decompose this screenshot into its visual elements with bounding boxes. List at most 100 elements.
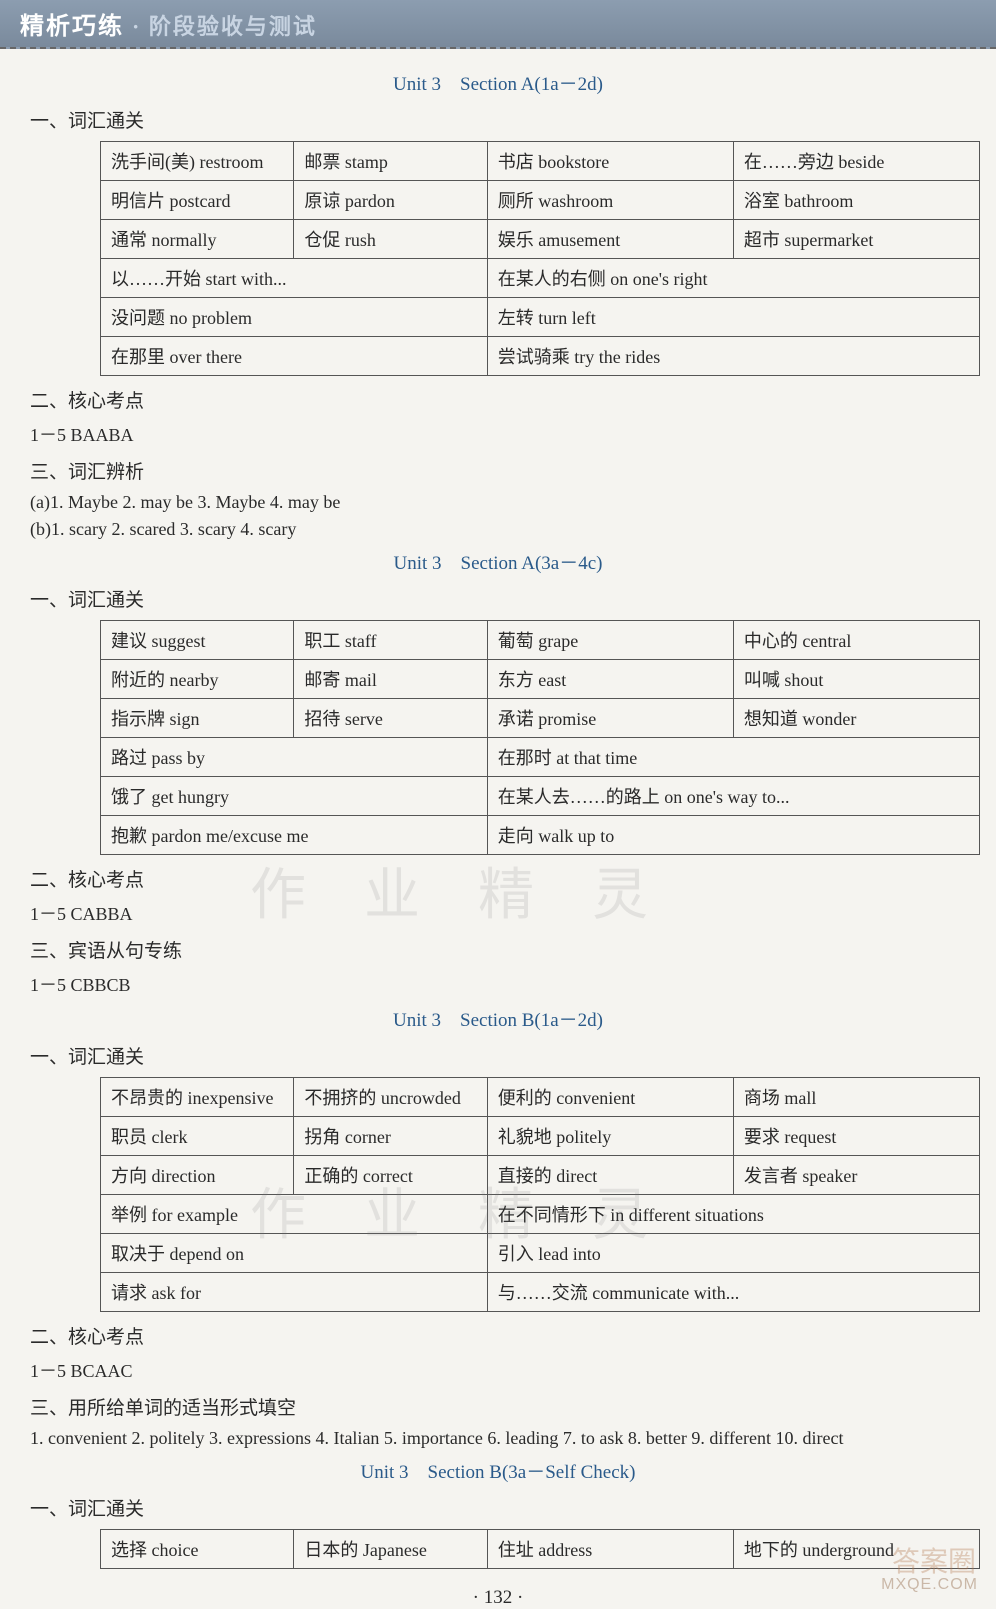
vocab-cell: 在那里 over there — [101, 337, 488, 376]
vocab-cell: 洗手间(美) restroom — [101, 142, 294, 181]
vocab-cell: 职员 clerk — [101, 1117, 294, 1156]
table-row: 取决于 depend on引入 lead into — [101, 1234, 980, 1273]
table-row: 附近的 nearby邮寄 mail东方 east叫喊 shout — [101, 660, 980, 699]
vocab-cell: 东方 east — [487, 660, 733, 699]
block-heading: 三、宾语从句专练 — [30, 936, 966, 963]
vocab-cell: 厕所 washroom — [487, 181, 733, 220]
vocab-cell: 附近的 nearby — [101, 660, 294, 699]
vocab-cell: 方向 direction — [101, 1156, 294, 1195]
block-heading: 二、核心考点 — [30, 1322, 966, 1349]
vocab-cell: 举例 for example — [101, 1195, 488, 1234]
answer-line: 1－5 BCAAC — [30, 1357, 966, 1383]
vocab-cell: 便利的 convenient — [487, 1078, 733, 1117]
vocab-cell: 走向 walk up to — [487, 816, 979, 855]
table-row: 职员 clerk拐角 corner礼貌地 politely要求 request — [101, 1117, 980, 1156]
unit-section-title: Unit 3 Section B(3a－Self Check) — [30, 1457, 966, 1484]
table-row: 不昂贵的 inexpensive不拥挤的 uncrowded便利的 conven… — [101, 1078, 980, 1117]
vocab-cell: 仓促 rush — [294, 220, 487, 259]
vocab-cell: 叫喊 shout — [733, 660, 979, 699]
vocab-cell: 招待 serve — [294, 699, 487, 738]
vocab-cell: 正确的 correct — [294, 1156, 487, 1195]
vocab-cell: 在……旁边 beside — [733, 142, 979, 181]
block-heading: 三、词汇辨析 — [30, 457, 966, 484]
vocab-cell: 商场 mall — [733, 1078, 979, 1117]
vocab-cell: 引入 lead into — [487, 1234, 979, 1273]
block-heading: 三、用所给单词的适当形式填空 — [30, 1393, 966, 1420]
vocab-cell: 不拥挤的 uncrowded — [294, 1078, 487, 1117]
vocab-table: 不昂贵的 inexpensive不拥挤的 uncrowded便利的 conven… — [100, 1077, 980, 1312]
vocab-cell: 日本的 Japanese — [294, 1530, 487, 1569]
vocab-cell: 选择 choice — [101, 1530, 294, 1569]
vocab-cell: 在某人去……的路上 on one's way to... — [487, 777, 979, 816]
table-row: 洗手间(美) restroom邮票 stamp书店 bookstore在……旁边… — [101, 142, 980, 181]
answer-line: 1. convenient 2. politely 3. expressions… — [30, 1428, 966, 1449]
answer-line: (a)1. Maybe 2. may be 3. Maybe 4. may be — [30, 492, 966, 513]
vocab-cell: 在那时 at that time — [487, 738, 979, 777]
table-row: 没问题 no problem左转 turn left — [101, 298, 980, 337]
block-heading: 一、词汇通关 — [30, 585, 966, 612]
vocab-cell: 指示牌 sign — [101, 699, 294, 738]
vocab-cell: 以……开始 start with... — [101, 259, 488, 298]
block-heading: 一、词汇通关 — [30, 1494, 966, 1521]
answer-line: (b)1. scary 2. scared 3. scary 4. scary — [30, 519, 966, 540]
vocab-cell: 想知道 wonder — [733, 699, 979, 738]
vocab-cell: 请求 ask for — [101, 1273, 488, 1312]
unit-section-title: Unit 3 Section A(1a－2d) — [30, 69, 966, 96]
table-row: 请求 ask for与……交流 communicate with... — [101, 1273, 980, 1312]
table-row: 指示牌 sign招待 serve承诺 promise想知道 wonder — [101, 699, 980, 738]
vocab-cell: 发言者 speaker — [733, 1156, 979, 1195]
vocab-cell: 书店 bookstore — [487, 142, 733, 181]
vocab-cell: 礼貌地 politely — [487, 1117, 733, 1156]
vocab-cell: 饿了 get hungry — [101, 777, 488, 816]
unit-section-title: Unit 3 Section A(3a－4c) — [30, 548, 966, 575]
table-row: 路过 pass by在那时 at that time — [101, 738, 980, 777]
vocab-cell: 明信片 postcard — [101, 181, 294, 220]
table-row: 在那里 over there尝试骑乘 try the rides — [101, 337, 980, 376]
vocab-cell: 抱歉 pardon me/excuse me — [101, 816, 488, 855]
vocab-cell: 葡萄 grape — [487, 621, 733, 660]
vocab-table: 建议 suggest职工 staff葡萄 grape中心的 central附近的… — [100, 620, 980, 855]
page-content: Unit 3 Section A(1a－2d)一、词汇通关洗手间(美) rest… — [0, 49, 996, 1569]
block-heading: 一、词汇通关 — [30, 1042, 966, 1069]
table-row: 方向 direction正确的 correct直接的 direct发言者 spe… — [101, 1156, 980, 1195]
vocab-cell: 建议 suggest — [101, 621, 294, 660]
table-row: 饿了 get hungry在某人去……的路上 on one's way to..… — [101, 777, 980, 816]
vocab-cell: 路过 pass by — [101, 738, 488, 777]
answer-line: 1－5 CABBA — [30, 900, 966, 926]
table-row: 选择 choice日本的 Japanese住址 address地下的 under… — [101, 1530, 980, 1569]
vocab-cell: 职工 staff — [294, 621, 487, 660]
vocab-cell: 与……交流 communicate with... — [487, 1273, 979, 1312]
page-header: 精析巧练 · 阶段验收与测试 — [0, 0, 996, 49]
vocab-cell: 要求 request — [733, 1117, 979, 1156]
table-row: 明信片 postcard原谅 pardon厕所 washroom浴室 bathr… — [101, 181, 980, 220]
block-heading: 一、词汇通关 — [30, 106, 966, 133]
vocab-cell: 不昂贵的 inexpensive — [101, 1078, 294, 1117]
vocab-cell: 承诺 promise — [487, 699, 733, 738]
table-row: 以……开始 start with...在某人的右侧 on one's right — [101, 259, 980, 298]
vocab-cell: 拐角 corner — [294, 1117, 487, 1156]
vocab-cell: 左转 turn left — [487, 298, 979, 337]
vocab-cell: 通常 normally — [101, 220, 294, 259]
table-row: 建议 suggest职工 staff葡萄 grape中心的 central — [101, 621, 980, 660]
vocab-cell: 没问题 no problem — [101, 298, 488, 337]
vocab-cell: 超市 supermarket — [733, 220, 979, 259]
block-heading: 二、核心考点 — [30, 865, 966, 892]
vocab-cell: 取决于 depend on — [101, 1234, 488, 1273]
table-row: 通常 normally仓促 rush娱乐 amusement超市 superma… — [101, 220, 980, 259]
vocab-cell: 邮寄 mail — [294, 660, 487, 699]
header-main: 精析巧练 — [20, 14, 124, 40]
vocab-cell: 直接的 direct — [487, 1156, 733, 1195]
header-sub: · 阶段验收与测试 — [132, 14, 317, 39]
vocab-cell: 娱乐 amusement — [487, 220, 733, 259]
page-number: · 132 · — [0, 1587, 996, 1609]
vocab-cell: 邮票 stamp — [294, 142, 487, 181]
table-row: 抱歉 pardon me/excuse me走向 walk up to — [101, 816, 980, 855]
vocab-cell: 在不同情形下 in different situations — [487, 1195, 979, 1234]
footer-url: MXQE.COM — [881, 1576, 978, 1594]
vocab-cell: 原谅 pardon — [294, 181, 487, 220]
vocab-cell: 尝试骑乘 try the rides — [487, 337, 979, 376]
vocab-cell: 住址 address — [487, 1530, 733, 1569]
vocab-cell: 中心的 central — [733, 621, 979, 660]
block-heading: 二、核心考点 — [30, 386, 966, 413]
vocab-cell: 在某人的右侧 on one's right — [487, 259, 979, 298]
